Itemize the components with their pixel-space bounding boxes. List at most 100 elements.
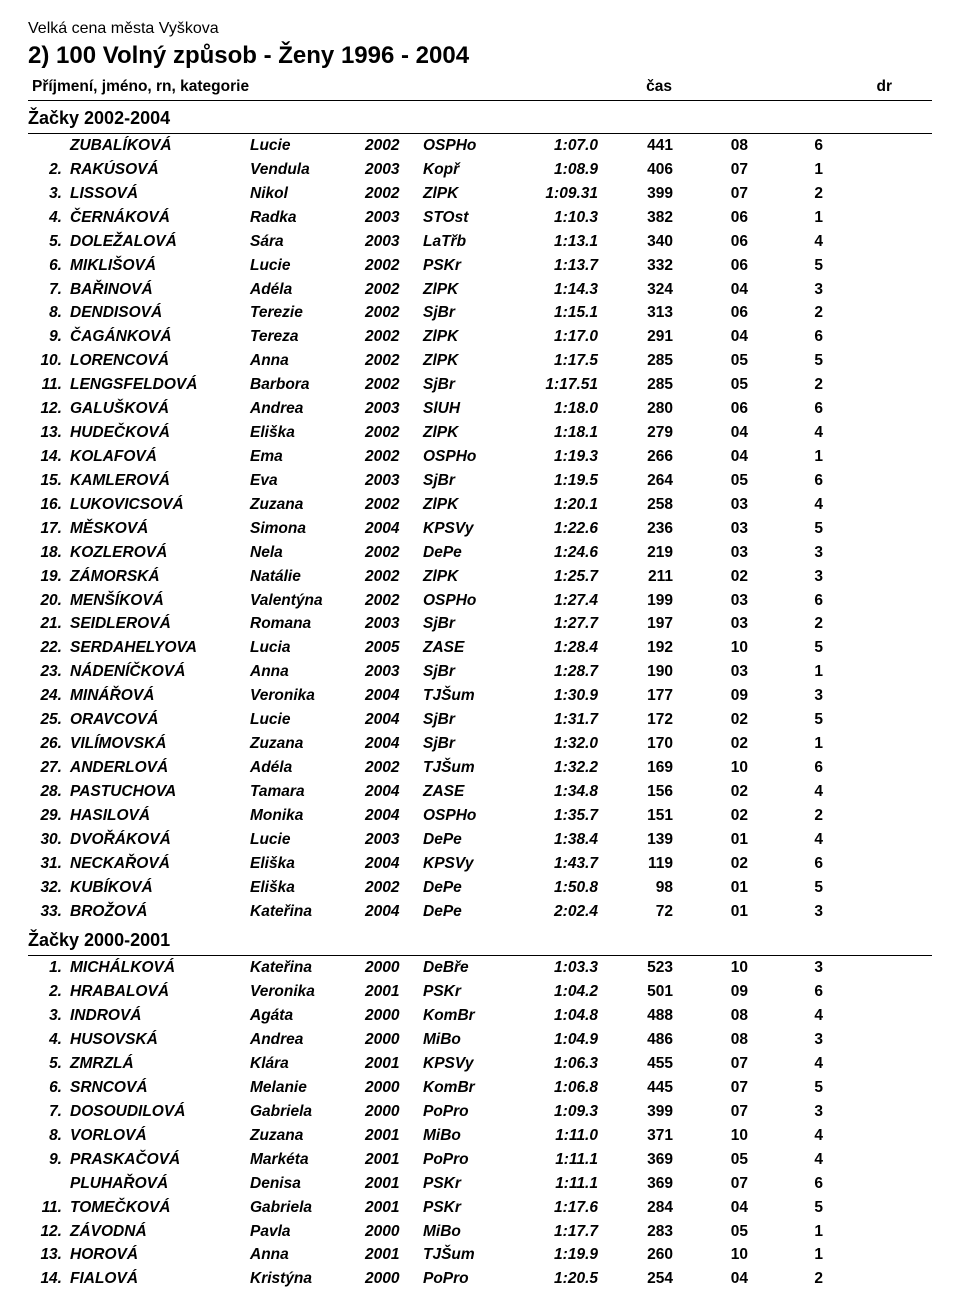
col-extra-2: 6 <box>748 854 823 875</box>
firstname: Eliška <box>250 854 365 875</box>
time: 1:27.4 <box>518 591 598 612</box>
rank: 5. <box>28 232 68 253</box>
col-extra-1: 03 <box>673 519 748 540</box>
time: 1:28.4 <box>518 638 598 659</box>
col-extra-2: 6 <box>748 399 823 420</box>
col-extra-1: 10 <box>673 758 748 779</box>
club: OSPHo <box>423 806 518 827</box>
col-extra-2: 5 <box>748 710 823 731</box>
firstname: Ema <box>250 447 365 468</box>
header-name: Příjmení, jméno, rn, kategorie <box>28 78 522 96</box>
club: ZlPK <box>423 423 518 444</box>
surname: ZÁVODNÁ <box>68 1222 250 1243</box>
col-extra-1: 05 <box>673 351 748 372</box>
col-extra-2: 5 <box>748 638 823 659</box>
col-extra-2: 5 <box>748 1078 823 1099</box>
firstname: Adéla <box>250 758 365 779</box>
col-extra-2: 4 <box>748 1150 823 1171</box>
surname: HOROVÁ <box>68 1245 250 1266</box>
year: 2001 <box>365 1126 423 1147</box>
club: ZlPK <box>423 327 518 348</box>
col-extra-1: 03 <box>673 662 748 683</box>
year: 2002 <box>365 136 423 157</box>
surname: KUBÍKOVÁ <box>68 878 250 899</box>
year: 2002 <box>365 758 423 779</box>
time: 1:11.1 <box>518 1174 598 1195</box>
year: 2001 <box>365 982 423 1003</box>
col-extra-2: 1 <box>748 447 823 468</box>
points: 455 <box>598 1054 673 1075</box>
year: 2001 <box>365 1054 423 1075</box>
time: 1:22.6 <box>518 519 598 540</box>
time: 1:09.3 <box>518 1102 598 1123</box>
points: 236 <box>598 519 673 540</box>
col-extra-2: 2 <box>748 375 823 396</box>
club: PSKr <box>423 982 518 1003</box>
points: 445 <box>598 1078 673 1099</box>
points: 291 <box>598 327 673 348</box>
surname: SEIDLEROVÁ <box>68 614 250 635</box>
result-row: 2.HRABALOVÁVeronika2001PSKr1:04.2501096 <box>28 980 932 1004</box>
result-row: 3.LISSOVÁNikol2002ZlPK1:09.31399072 <box>28 182 932 206</box>
col-extra-1: 02 <box>673 710 748 731</box>
rank: 7. <box>28 280 68 301</box>
rank: 32. <box>28 878 68 899</box>
year: 2002 <box>365 184 423 205</box>
firstname: Zuzana <box>250 1126 365 1147</box>
surname: ZÁMORSKÁ <box>68 567 250 588</box>
year: 2000 <box>365 1269 423 1290</box>
points: 279 <box>598 423 673 444</box>
year: 2004 <box>365 782 423 803</box>
col-extra-2: 1 <box>748 1245 823 1266</box>
header-dr: dr <box>732 78 952 96</box>
club: DePe <box>423 878 518 899</box>
year: 2002 <box>365 447 423 468</box>
rank: 10. <box>28 351 68 372</box>
result-row: 29.HASILOVÁMonika2004OSPHo1:35.7151022 <box>28 804 932 828</box>
rank: 17. <box>28 519 68 540</box>
year: 2002 <box>365 303 423 324</box>
col-extra-1: 08 <box>673 136 748 157</box>
col-extra-1: 03 <box>673 495 748 516</box>
result-row: 1.MICHÁLKOVÁKateřina2000DeBře1:03.352310… <box>28 956 932 980</box>
time: 2:02.4 <box>518 902 598 923</box>
time: 1:20.1 <box>518 495 598 516</box>
points: 332 <box>598 256 673 277</box>
surname: KOLAFOVÁ <box>68 447 250 468</box>
firstname: Kristýna <box>250 1269 365 1290</box>
result-row: 5.ZMRZLÁKlára2001KPSVy1:06.3455074 <box>28 1052 932 1076</box>
firstname: Denisa <box>250 1174 365 1195</box>
surname: ČERNÁKOVÁ <box>68 208 250 229</box>
col-extra-1: 04 <box>673 423 748 444</box>
result-row: 7.DOSOUDILOVÁGabriela2000PoPro1:09.33990… <box>28 1100 932 1124</box>
firstname: Simona <box>250 519 365 540</box>
points: 264 <box>598 471 673 492</box>
firstname: Nikol <box>250 184 365 205</box>
surname: ANDERLOVÁ <box>68 758 250 779</box>
firstname: Romana <box>250 614 365 635</box>
points: 197 <box>598 614 673 635</box>
time: 1:38.4 <box>518 830 598 851</box>
surname: ZUBALÍKOVÁ <box>68 136 250 157</box>
result-row: 21.SEIDLEROVÁRomana2003SjBr1:27.7197032 <box>28 612 932 636</box>
col-extra-1: 02 <box>673 806 748 827</box>
col-extra-1: 06 <box>673 208 748 229</box>
firstname: Adéla <box>250 280 365 301</box>
time: 1:19.9 <box>518 1245 598 1266</box>
surname: SERDAHELYOVA <box>68 638 250 659</box>
surname: ČAGÁNKOVÁ <box>68 327 250 348</box>
points: 399 <box>598 1102 673 1123</box>
year: 2003 <box>365 232 423 253</box>
surname: HRABALOVÁ <box>68 982 250 1003</box>
col-extra-1: 07 <box>673 1174 748 1195</box>
points: 266 <box>598 447 673 468</box>
club: ZlPK <box>423 567 518 588</box>
club: TJŠum <box>423 758 518 779</box>
rank: 2. <box>28 982 68 1003</box>
points: 177 <box>598 686 673 707</box>
col-extra-2: 4 <box>748 782 823 803</box>
col-extra-1: 06 <box>673 399 748 420</box>
firstname: Kateřina <box>250 958 365 979</box>
points: 170 <box>598 734 673 755</box>
club: STOst <box>423 208 518 229</box>
